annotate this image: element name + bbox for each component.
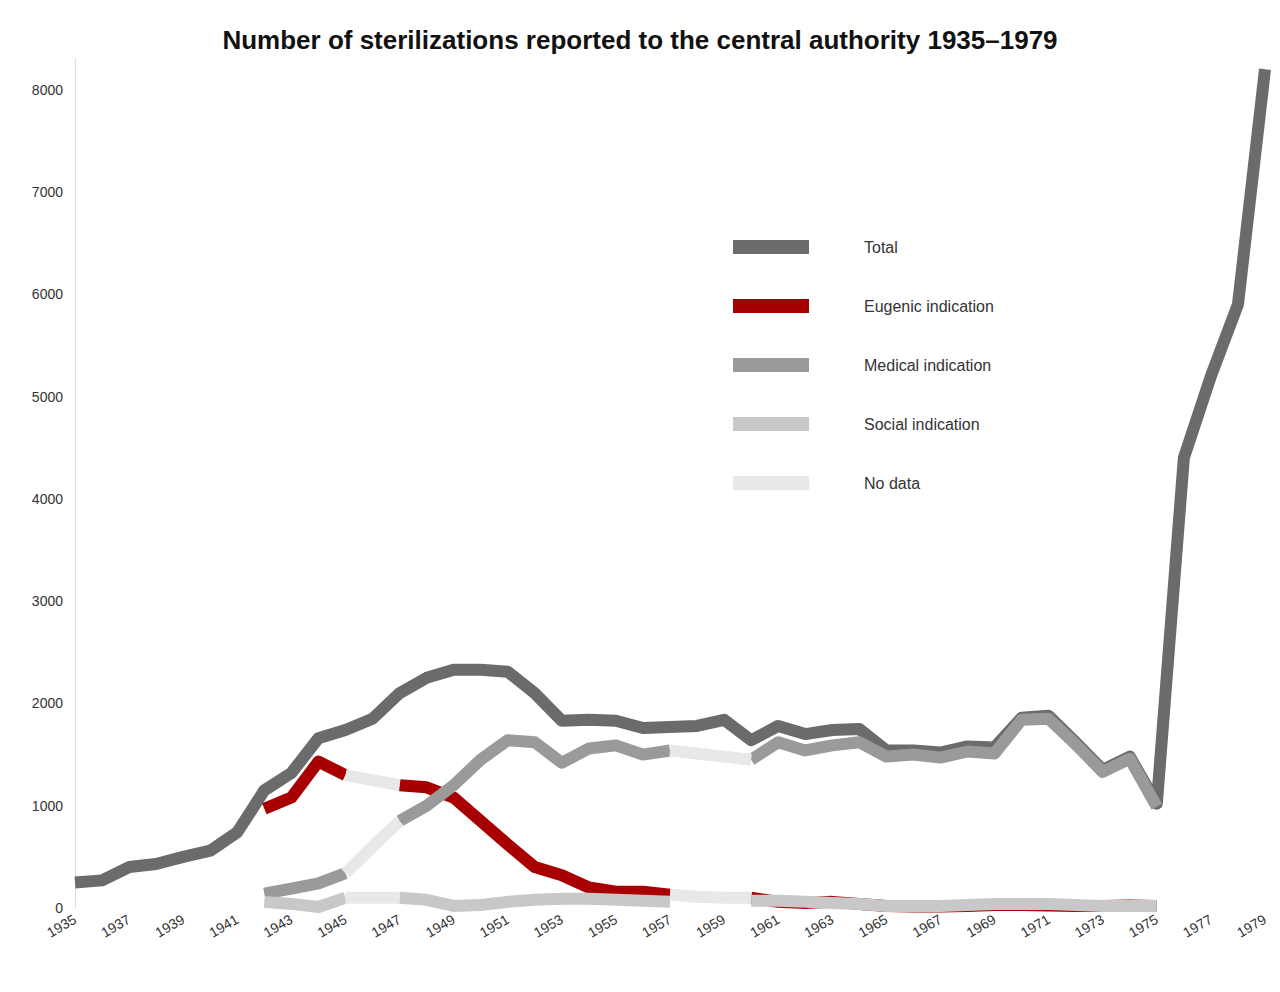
svg-text:1000: 1000 (32, 798, 63, 814)
svg-text:Medical indication: Medical indication (864, 357, 991, 374)
svg-text:1969: 1969 (964, 911, 999, 941)
svg-text:1973: 1973 (1072, 911, 1107, 941)
svg-text:1951: 1951 (477, 911, 512, 941)
svg-text:1945: 1945 (314, 911, 349, 941)
svg-text:1943: 1943 (260, 911, 295, 941)
svg-text:1963: 1963 (801, 911, 836, 941)
svg-text:Total: Total (864, 239, 898, 256)
svg-text:1935: 1935 (44, 911, 79, 941)
svg-text:1967: 1967 (909, 911, 944, 941)
svg-text:1975: 1975 (1126, 911, 1161, 941)
svg-text:4000: 4000 (32, 491, 63, 507)
svg-text:5000: 5000 (32, 389, 63, 405)
svg-text:2000: 2000 (32, 695, 63, 711)
svg-text:7000: 7000 (32, 184, 63, 200)
svg-text:1941: 1941 (206, 911, 241, 941)
svg-text:1955: 1955 (585, 911, 620, 941)
svg-text:1949: 1949 (423, 911, 458, 941)
svg-text:3000: 3000 (32, 593, 63, 609)
svg-text:Eugenic indication: Eugenic indication (864, 298, 994, 315)
svg-text:1937: 1937 (98, 911, 133, 941)
svg-text:1953: 1953 (531, 911, 566, 941)
svg-text:Social indication: Social indication (864, 416, 980, 433)
svg-text:Number of sterilizations repor: Number of sterilizations reported to the… (222, 25, 1057, 55)
svg-text:0: 0 (55, 900, 63, 916)
svg-text:1971: 1971 (1018, 911, 1053, 941)
svg-text:1939: 1939 (152, 911, 187, 941)
svg-text:1959: 1959 (693, 911, 728, 941)
svg-text:1977: 1977 (1180, 911, 1215, 941)
svg-text:8000: 8000 (32, 82, 63, 98)
svg-text:1947: 1947 (369, 911, 404, 941)
svg-text:1961: 1961 (747, 911, 782, 941)
svg-text:1957: 1957 (639, 911, 674, 941)
svg-text:6000: 6000 (32, 286, 63, 302)
svg-text:1965: 1965 (855, 911, 890, 941)
svg-text:1979: 1979 (1234, 911, 1269, 941)
svg-text:No data: No data (864, 475, 920, 492)
